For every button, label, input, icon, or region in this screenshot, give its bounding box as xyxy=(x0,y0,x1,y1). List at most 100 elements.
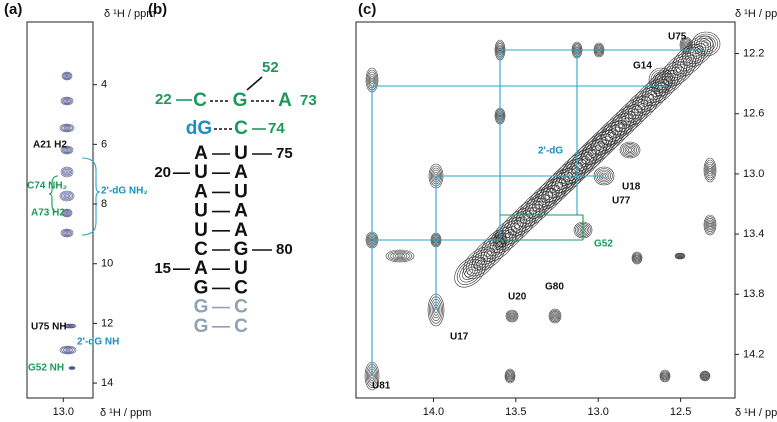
contour xyxy=(63,126,71,130)
contour xyxy=(685,57,692,64)
contour xyxy=(62,192,72,200)
annotation: U75 xyxy=(668,32,687,43)
contour xyxy=(553,314,557,318)
contour xyxy=(64,99,70,103)
contour xyxy=(647,93,654,101)
contour xyxy=(619,141,641,159)
contour xyxy=(628,148,632,152)
contour xyxy=(635,256,639,260)
annotation: U77 xyxy=(612,196,631,207)
contour xyxy=(392,252,408,260)
contour xyxy=(675,66,683,73)
contour xyxy=(388,250,412,262)
contour xyxy=(65,231,69,235)
contour xyxy=(634,254,640,262)
number: 73 xyxy=(300,92,317,109)
contour xyxy=(632,252,642,264)
contour xyxy=(667,58,691,81)
nucleotide: C xyxy=(234,277,248,298)
contour xyxy=(61,191,73,201)
contour xyxy=(60,228,74,238)
contour xyxy=(462,264,478,280)
x-tick-label: 13.0 xyxy=(53,406,74,418)
nucleotide: A xyxy=(194,258,208,279)
contour xyxy=(660,370,670,382)
contour xyxy=(514,222,521,230)
contour xyxy=(64,348,72,352)
contour xyxy=(65,126,69,130)
contour xyxy=(706,163,714,177)
nucleotide: G xyxy=(194,316,209,337)
nucleotide: G xyxy=(234,239,249,260)
contour xyxy=(683,42,689,48)
contour xyxy=(680,52,697,69)
contour xyxy=(504,368,516,384)
y-tick-label: 12 xyxy=(101,317,113,329)
contour xyxy=(66,324,74,328)
nucleotide: G xyxy=(233,90,248,111)
contour xyxy=(611,114,633,136)
contour xyxy=(705,218,715,232)
contour xyxy=(653,81,667,95)
number: 15 xyxy=(154,260,171,277)
contour xyxy=(61,124,73,132)
annotation: G52 xyxy=(594,239,613,250)
contour xyxy=(61,97,73,105)
contour xyxy=(650,69,672,91)
annotation: G14 xyxy=(633,61,652,72)
contour xyxy=(506,310,518,322)
contour xyxy=(498,207,537,245)
nucleotide: dG xyxy=(186,118,212,139)
assignment-lines xyxy=(371,49,706,376)
x-axis-label: δ ¹H / ppm xyxy=(735,407,777,419)
contour xyxy=(66,348,70,352)
contour xyxy=(511,219,524,233)
contour xyxy=(480,227,517,262)
nucleotide: A xyxy=(234,201,248,222)
y-tick-label: 4 xyxy=(101,79,107,91)
contour xyxy=(548,308,562,324)
x-axis-label: δ ¹H / ppm xyxy=(100,407,151,419)
contour xyxy=(621,143,639,157)
contour xyxy=(510,314,514,318)
annotation: U81 xyxy=(372,381,391,392)
number: 75 xyxy=(276,145,293,162)
y-tick-label: 6 xyxy=(101,138,107,150)
x-tick-label: 13.5 xyxy=(505,406,526,418)
contour xyxy=(627,93,655,120)
panel-label: (a) xyxy=(4,1,22,18)
contour xyxy=(62,125,72,131)
bracket xyxy=(81,157,101,236)
y-axis-label: δ ¹H / ppm xyxy=(104,8,155,20)
contour xyxy=(59,190,75,202)
contour xyxy=(68,325,72,327)
contour xyxy=(704,216,716,234)
contour xyxy=(680,38,692,52)
contour xyxy=(508,373,512,379)
nucleotide: C xyxy=(194,239,208,260)
contour xyxy=(65,99,69,103)
y-tick-label: 8 xyxy=(101,198,107,210)
contour xyxy=(555,152,594,190)
contour xyxy=(623,144,637,156)
y-tick-label: 10 xyxy=(101,258,113,270)
contour xyxy=(60,166,74,178)
contour xyxy=(525,178,567,219)
contour xyxy=(61,229,73,237)
contour xyxy=(370,77,374,83)
contour xyxy=(707,165,713,175)
contour xyxy=(505,369,515,383)
contour xyxy=(397,254,403,258)
annotation: U75 NH xyxy=(31,322,67,333)
contour xyxy=(703,374,707,378)
contour xyxy=(702,373,708,379)
y-tick-label: 13.8 xyxy=(743,288,764,300)
contour xyxy=(544,178,567,200)
contour xyxy=(674,252,686,260)
contour xyxy=(661,371,669,381)
contour xyxy=(61,208,73,218)
contour xyxy=(684,43,688,47)
annotation: A73 H2 xyxy=(31,208,65,219)
contour xyxy=(704,159,716,181)
annotation: U18 xyxy=(622,182,641,193)
